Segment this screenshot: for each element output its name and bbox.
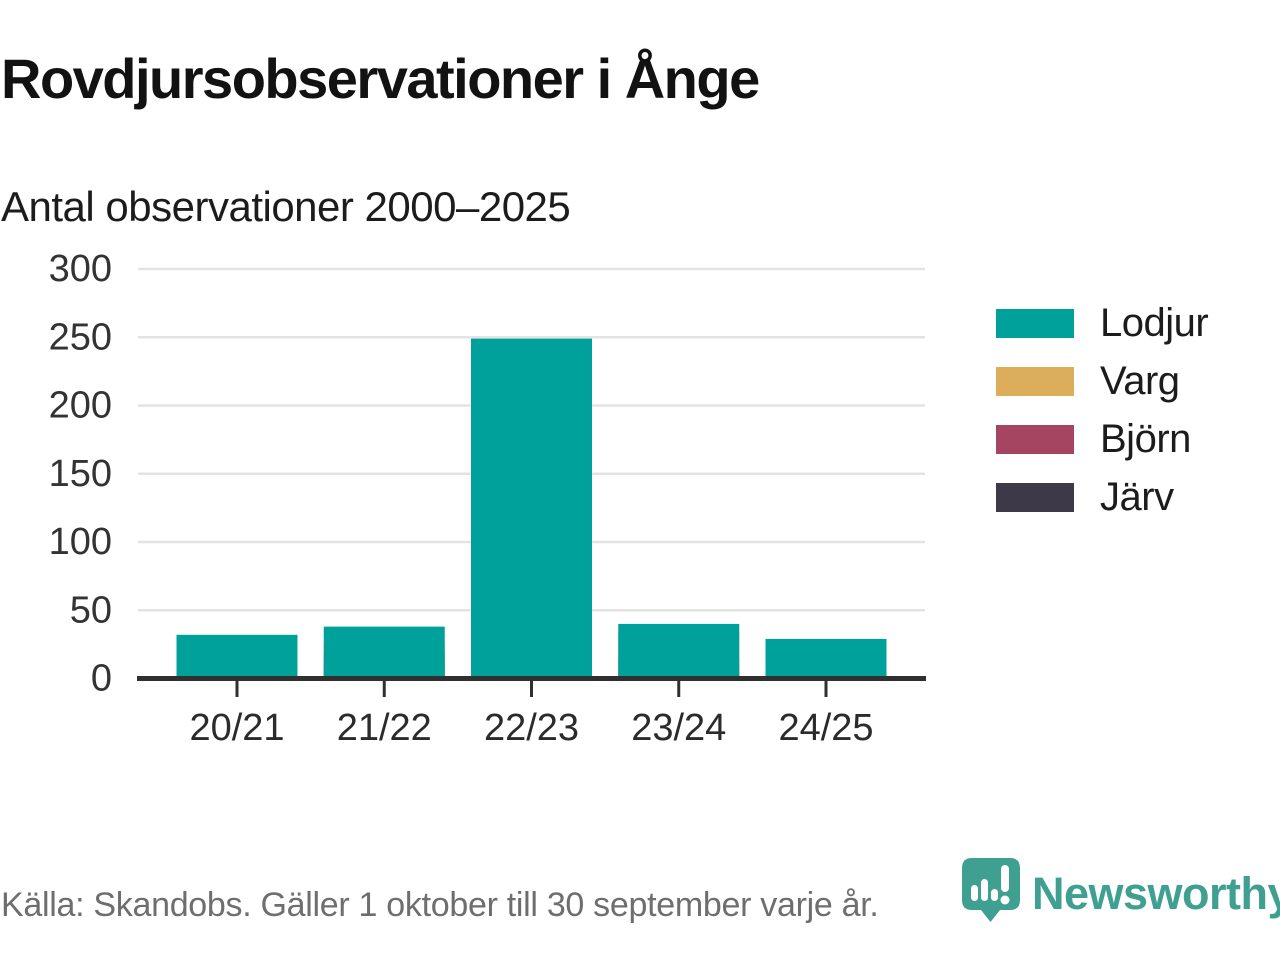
chart-legend: Lodjur Varg Björn Järv (996, 301, 1209, 519)
newsworthy-logo-icon (962, 858, 1020, 922)
x-axis-tick-label: 23/24 (631, 707, 726, 749)
chart-subtitle: Antal observationer 2000–2025 (1, 183, 571, 230)
newsworthy-logo: Newsworthy (962, 858, 1280, 924)
x-axis-tick-label: 24/25 (778, 707, 873, 749)
legend-label: Lodjur (1100, 301, 1209, 345)
bar-segment-lodjur (471, 338, 592, 681)
legend-item-jarv: Järv (996, 475, 1208, 519)
legend-label: Järv (1100, 475, 1174, 519)
legend-swatch-varg (996, 367, 1074, 396)
stacked-bar-chart: 0 50 100 150 200 250 300 20/21 21/22 22/23 23/24 24… (49, 248, 926, 749)
y-axis-tick-label: 250 (49, 316, 112, 358)
x-axis-tick (824, 681, 828, 697)
legend-swatch-lodjur (996, 309, 1074, 338)
legend-item-bjorn: Björn (996, 417, 1208, 461)
y-axis-tick-label: 150 (49, 453, 112, 495)
y-axis-tick-label: 0 (91, 658, 112, 700)
x-axis-tick-label: 20/21 (189, 707, 284, 749)
x-axis-tick-label: 21/22 (337, 707, 432, 749)
x-axis-tick (677, 681, 681, 697)
y-axis-tick-label: 50 (70, 589, 112, 631)
legend-swatch-jarv (996, 483, 1074, 512)
legend-item-varg: Varg (996, 359, 1208, 403)
newsworthy-wordmark: Newsworthy (1032, 868, 1280, 919)
x-axis-tick (235, 681, 239, 697)
bar-segment-lodjur (323, 626, 445, 681)
source-note: Källa: Skandobs. Gäller 1 oktober till 3… (1, 886, 879, 924)
bar-segment-lodjur (765, 638, 887, 681)
bar-segment-lodjur (618, 623, 740, 681)
x-axis-line (137, 676, 926, 681)
x-axis-tick-label: 22/23 (484, 707, 579, 749)
legend-label: Varg (1100, 359, 1180, 403)
legend-label: Björn (1100, 417, 1191, 461)
y-axis-tick-label: 200 (49, 385, 112, 427)
x-axis-tick (382, 681, 386, 697)
x-axis-tick (530, 681, 533, 697)
legend-item-lodjur: Lodjur (996, 301, 1209, 345)
y-axis-tick-label: 300 (49, 248, 112, 290)
y-axis-tick-label: 100 (49, 521, 112, 563)
page-title: Rovdjursobservationer i Ånge (1, 47, 760, 110)
bar-segment-lodjur (176, 634, 298, 681)
legend-swatch-bjorn (996, 425, 1074, 454)
